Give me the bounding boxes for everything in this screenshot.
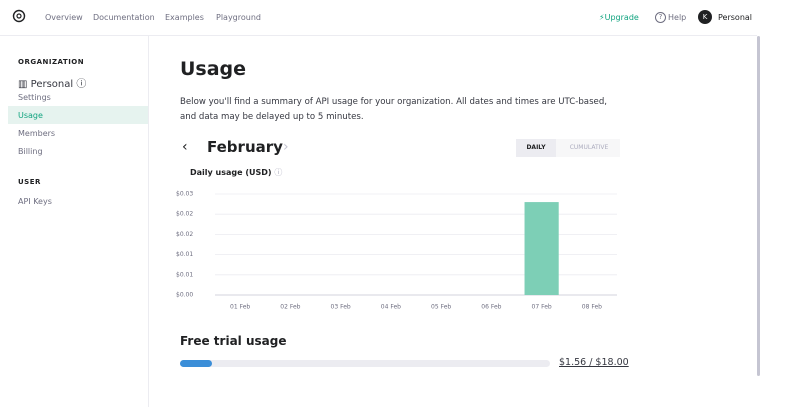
x-tick-label: 04 Feb	[381, 304, 401, 311]
y-tick-label: $0.02	[176, 231, 193, 238]
chart-title: Daily usage (USD) ⓘ	[190, 167, 282, 178]
upgrade-link[interactable]: ⚡Upgrade	[599, 13, 639, 22]
info-icon: ⓘ	[274, 168, 283, 177]
nav-link[interactable]: Overview	[45, 13, 83, 22]
chart: $0.00 $0.01 $0.01 $0.02 $0.02 $0.03 01 Feb 02 F…	[176, 191, 617, 311]
page-title: Usage	[180, 58, 247, 80]
next-month[interactable]: ›	[283, 139, 289, 155]
x-tick-label: 07 Feb	[532, 304, 552, 311]
account-name[interactable]: Personal	[718, 13, 753, 22]
x-tick-label: 06 Feb	[481, 304, 501, 311]
avatar[interactable]: K	[698, 10, 712, 24]
y-tick-label: $0.02	[176, 211, 193, 218]
prev-month[interactable]: ‹	[182, 139, 188, 155]
nav-border	[0, 35, 757, 36]
y-tick-label: $0.00	[176, 292, 193, 299]
sidebar-border	[148, 36, 149, 407]
sidebar-item[interactable]: Billing	[18, 147, 43, 156]
upgrade-text: Upgrade	[604, 13, 639, 22]
logo[interactable]	[12, 9, 26, 23]
nav-link[interactable]: Playground	[216, 13, 261, 22]
scrollbar	[757, 36, 760, 376]
progress-track	[180, 360, 550, 367]
month: February	[207, 138, 283, 156]
x-tick-label: 01 Feb	[230, 304, 250, 311]
free-trial-title: Free trial usage	[180, 334, 287, 348]
sidebar-item[interactable]: Members	[18, 129, 56, 138]
y-tick-label: $0.01	[176, 251, 193, 258]
sidebar-heading: USER	[18, 178, 41, 186]
x-tick-label: 02 Feb	[280, 304, 300, 311]
sidebar-item[interactable]: API Keys	[18, 197, 52, 206]
org-name: Personal	[30, 79, 74, 90]
help-link[interactable]: Help	[668, 13, 687, 22]
sidebar-item-active[interactable]: Usage	[18, 111, 43, 120]
nav-link[interactable]: Documentation	[93, 13, 155, 22]
bar	[524, 202, 559, 295]
help-icon: ?	[655, 12, 666, 23]
org-switcher[interactable]: ▥ Personal ⓘ	[18, 79, 87, 90]
chart-title-text: Daily usage (USD)	[190, 168, 272, 177]
sidebar-heading: ORGANIZATION	[18, 58, 85, 66]
toggle-cumulative[interactable]: CUMULATIVE	[569, 144, 609, 151]
free-trial-amount: $1.56 / $18.00	[559, 357, 629, 368]
nav-link[interactable]: Examples	[165, 13, 204, 22]
x-tick-label: 03 Feb	[331, 304, 351, 311]
active-highlight	[8, 106, 148, 124]
toggle-daily[interactable]: DAILY	[516, 139, 556, 157]
x-tick-label: 05 Feb	[431, 304, 451, 311]
sidebar-item[interactable]: Settings	[18, 93, 51, 102]
x-tick-label: 08 Feb	[582, 304, 602, 311]
description: Below you'll find a summary of API usage…	[180, 97, 608, 122]
y-tick-label: $0.03	[176, 191, 193, 198]
y-tick-label: $0.01	[176, 271, 193, 278]
progress-fill	[180, 360, 213, 367]
